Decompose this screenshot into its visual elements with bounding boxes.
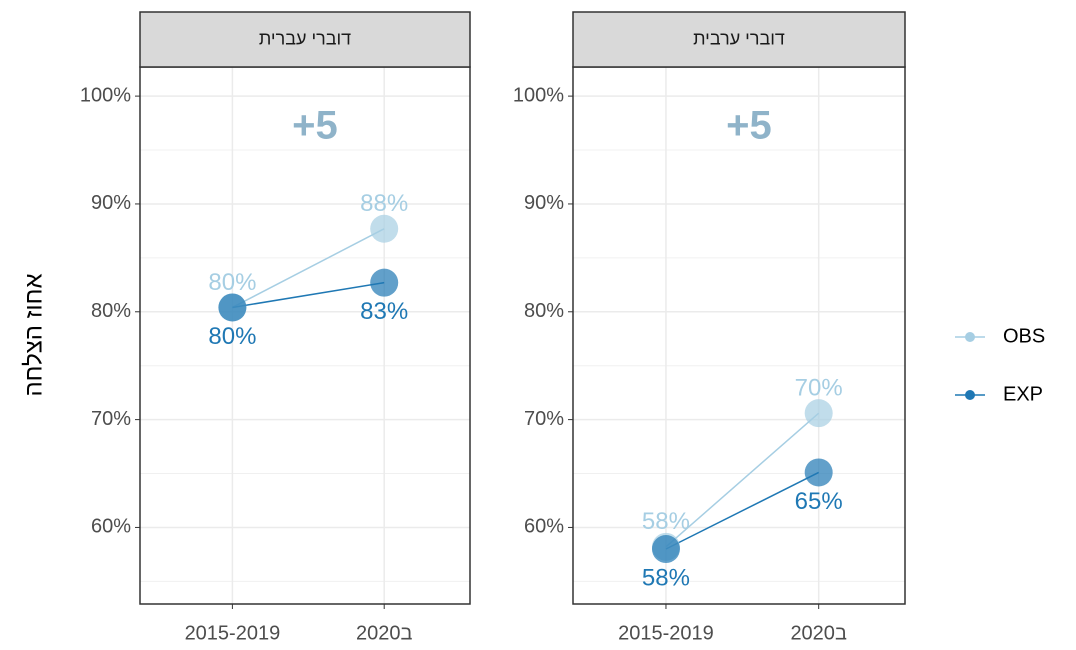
data-point bbox=[651, 535, 680, 564]
strip bbox=[139, 11, 471, 68]
data-point bbox=[804, 399, 833, 428]
y-axis-title: אחוז הצלחה bbox=[20, 273, 47, 396]
y-tick-label: 70% bbox=[524, 408, 564, 430]
y-tick-label: 90% bbox=[91, 192, 131, 214]
data-point bbox=[804, 458, 833, 487]
annotation: +5 bbox=[726, 104, 772, 148]
data-label: 58% bbox=[642, 508, 690, 535]
series-line bbox=[232, 228, 385, 309]
y-tick-label: 100% bbox=[80, 84, 131, 106]
x-tick-label: 2015-2019 bbox=[618, 622, 714, 644]
data-label: 70% bbox=[795, 374, 843, 401]
series-line bbox=[665, 412, 820, 548]
legend-point bbox=[965, 390, 975, 400]
y-tick-label: 70% bbox=[91, 408, 131, 430]
annotation: +5 bbox=[292, 104, 338, 148]
x-tick-label: 2015-2019 bbox=[185, 622, 281, 644]
data-label: 65% bbox=[795, 488, 843, 515]
y-tick-label: 100% bbox=[513, 84, 564, 106]
data-label: 88% bbox=[360, 190, 408, 217]
series-line bbox=[665, 471, 820, 550]
strip-title: דוברי עברית bbox=[259, 28, 351, 48]
strip-title: דוברי ערבית bbox=[693, 28, 785, 48]
legend-label: OBS bbox=[1003, 325, 1045, 347]
data-label: 58% bbox=[642, 564, 690, 591]
data-point bbox=[370, 268, 399, 297]
panel-background bbox=[573, 67, 905, 604]
y-tick-label: 80% bbox=[524, 300, 564, 322]
strip bbox=[572, 11, 906, 68]
data-label: 83% bbox=[360, 298, 408, 325]
y-tick-label: 90% bbox=[524, 192, 564, 214]
data-label: 80% bbox=[208, 269, 256, 296]
y-tick-label: 60% bbox=[524, 516, 564, 538]
data-point bbox=[218, 293, 247, 322]
legend-label: EXP bbox=[1003, 383, 1043, 405]
y-tick-label: 80% bbox=[91, 300, 131, 322]
data-label: 80% bbox=[208, 323, 256, 350]
legend-point bbox=[965, 332, 975, 342]
series-line bbox=[232, 281, 385, 309]
panel-background bbox=[140, 67, 470, 604]
data-point bbox=[370, 214, 399, 243]
y-tick-label: 60% bbox=[91, 516, 131, 538]
x-tick-label: 2020ב bbox=[790, 622, 847, 644]
x-tick-label: 2020ב bbox=[356, 622, 413, 644]
